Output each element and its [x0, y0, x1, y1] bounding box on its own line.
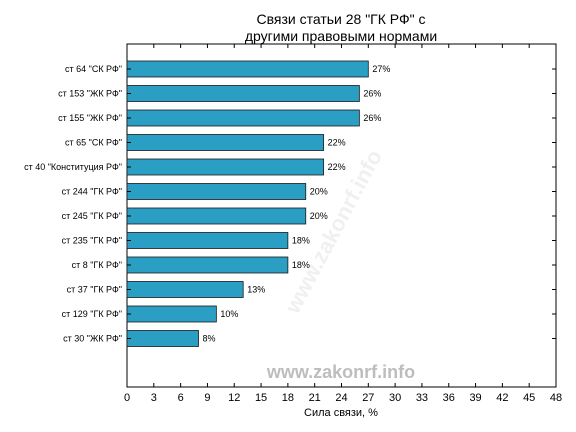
category-label: ст 64 "СК РФ" [65, 64, 122, 74]
category-label: ст 65 "СК РФ" [65, 138, 122, 148]
x-tick-label: 39 [469, 392, 481, 404]
chart-title-line-2: другими правовыми нормами [245, 28, 437, 44]
category-labels: ст 64 "СК РФ" ст 153 "ЖК РФ" ст 155 "ЖК РФ… [24, 64, 556, 344]
x-tick-label: 0 [124, 392, 130, 404]
category-label: ст 129 "ГК РФ" [62, 309, 122, 319]
bar [126, 207, 307, 225]
x-tick-label: 24 [335, 392, 347, 404]
bar-value-label: 27% [372, 64, 390, 74]
bar [126, 109, 360, 127]
bar [126, 256, 289, 274]
x-tick-label: 15 [255, 392, 267, 404]
x-tick-label: 45 [523, 392, 535, 404]
bar [126, 232, 289, 249]
x-tick-label: 6 [178, 392, 184, 404]
bar [126, 281, 244, 298]
category-label: ст 155 "ЖК РФ" [58, 113, 122, 123]
x-tick-label: 48 [550, 392, 562, 404]
x-tick-label: 30 [389, 392, 401, 404]
category-label: ст 37 "ГК РФ" [67, 285, 122, 295]
bar-value-label: 18% [292, 260, 310, 270]
x-tick-label: 9 [204, 392, 210, 404]
category-label: ст 244 "ГК РФ" [62, 187, 122, 197]
bar-value-label: 10% [220, 309, 238, 319]
bar-value-label: 22% [328, 138, 346, 148]
bar [126, 158, 325, 176]
category-label: ст 235 "ГК РФ" [62, 236, 122, 246]
bar [126, 330, 199, 347]
x-tick-label: 12 [228, 392, 240, 404]
category-label: ст 8 "ГК РФ" [72, 260, 122, 270]
category-label: ст 245 "ГК РФ" [62, 211, 122, 221]
x-tick-label: 36 [443, 392, 455, 404]
x-tick-label: 21 [309, 392, 321, 404]
bar [126, 305, 217, 323]
watermark: www.zakonrf.info [266, 362, 415, 382]
bar [126, 60, 369, 78]
category-label: ст 40 "Конституция РФ" [24, 162, 122, 172]
category-label: ст 153 "ЖК РФ" [58, 89, 122, 99]
x-tick-label: 27 [362, 392, 374, 404]
x-tick-label: 18 [282, 392, 294, 404]
x-tick-label: 33 [416, 392, 428, 404]
x-axis-ticks: 0 3 6 9 12 15 18 21 24 27 30 33 36 39 42 45 48 [124, 44, 562, 404]
bar-value-label: 22% [328, 162, 346, 172]
bar-value-label: 20% [310, 211, 328, 221]
x-axis-label: Сила связи, % [304, 407, 378, 419]
bar-value-label: 20% [310, 187, 328, 197]
bar-value-label: 8% [203, 334, 216, 344]
category-label: ст 30 "ЖК РФ" [63, 334, 122, 344]
chart-title-line-1: Связи статьи 28 "ГК РФ" с [257, 11, 426, 27]
bar [126, 183, 307, 200]
bar-value-label: 26% [363, 89, 381, 99]
bar-value-label: 18% [292, 236, 310, 246]
bar [126, 134, 325, 151]
bar [126, 85, 360, 102]
x-tick-label: 3 [151, 392, 157, 404]
bar-value-label: 13% [247, 285, 265, 295]
bar-value-label: 26% [363, 113, 381, 123]
x-tick-label: 42 [496, 392, 508, 404]
